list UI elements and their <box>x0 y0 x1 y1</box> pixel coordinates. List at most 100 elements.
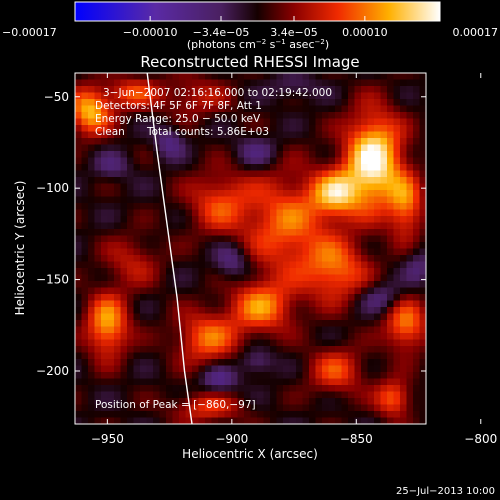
heatmap-cell <box>146 404 154 412</box>
heatmap-cell <box>400 196 408 204</box>
heatmap-cell <box>198 339 206 347</box>
heatmap-cell <box>172 203 180 211</box>
heatmap-cell <box>387 333 395 341</box>
heatmap-cell <box>81 105 89 113</box>
heatmap-cell <box>114 339 122 347</box>
heatmap-cell <box>354 287 362 295</box>
heatmap-cell <box>94 86 102 94</box>
heatmap-cell <box>224 131 232 139</box>
heatmap-cell <box>400 274 408 282</box>
heatmap-cell <box>341 157 349 165</box>
heatmap-cell <box>172 352 180 360</box>
heatmap-cell <box>218 203 226 211</box>
heatmap-cell <box>374 339 382 347</box>
heatmap-cell <box>283 99 291 107</box>
heatmap-cell <box>146 151 154 159</box>
heatmap-cell <box>107 281 115 289</box>
heatmap-cell <box>283 346 291 354</box>
heatmap-cell <box>400 73 408 81</box>
heatmap-cell <box>88 417 96 424</box>
heatmap-cell <box>88 222 96 230</box>
heatmap-cell <box>75 209 83 217</box>
heatmap-cell <box>153 372 161 380</box>
heatmap-cell <box>413 118 421 126</box>
heatmap-cell <box>393 157 401 165</box>
heatmap-cell <box>166 411 174 419</box>
heatmap-cell <box>289 268 297 276</box>
heatmap-cell <box>75 235 83 243</box>
heatmap-cell <box>244 177 252 185</box>
heatmap-cell <box>328 151 336 159</box>
heatmap-cell <box>400 398 408 406</box>
heatmap-cell <box>120 274 128 282</box>
heatmap-cell <box>205 261 213 269</box>
heatmap-cell <box>88 352 96 360</box>
heatmap-cell <box>302 320 310 328</box>
y-tick-label: −50 <box>44 90 69 104</box>
heatmap-cell <box>276 99 284 107</box>
heatmap-cell <box>276 391 284 399</box>
heatmap-cell <box>283 131 291 139</box>
heatmap-cell <box>263 196 271 204</box>
heatmap-cell <box>270 320 278 328</box>
heatmap-cell <box>257 274 265 282</box>
heatmap-cell <box>211 131 219 139</box>
heatmap-cell <box>75 261 83 269</box>
heatmap-cell <box>159 294 167 302</box>
heatmap-cell <box>107 255 115 263</box>
heatmap-cell <box>75 73 83 81</box>
heatmap-cell <box>192 352 200 360</box>
heatmap-cell <box>302 164 310 172</box>
heatmap-cell <box>341 105 349 113</box>
heatmap-cell <box>270 99 278 107</box>
heatmap-cell <box>400 131 408 139</box>
heatmap-cell <box>244 326 252 334</box>
heatmap-cell <box>322 222 330 230</box>
heatmap-cell <box>172 222 180 230</box>
heatmap-cell <box>315 170 323 178</box>
heatmap-cell <box>335 326 343 334</box>
heatmap-cell <box>101 170 109 178</box>
heatmap-cell <box>406 248 414 256</box>
date-stamp: 25−Jul−2013 10:00 <box>396 486 495 497</box>
heatmap-cell <box>348 79 356 87</box>
heatmap-cell <box>354 417 362 424</box>
heatmap-cell <box>387 248 395 256</box>
heatmap-cell <box>205 398 213 406</box>
heatmap-cell <box>289 216 297 224</box>
heatmap-cell <box>328 112 336 120</box>
heatmap-cell <box>185 359 193 367</box>
heatmap-cell <box>153 352 161 360</box>
heatmap-cell <box>322 287 330 295</box>
heatmap-cell <box>257 222 265 230</box>
heatmap-cell <box>192 105 200 113</box>
heatmap-cell <box>159 112 167 120</box>
heatmap-cell <box>81 164 89 172</box>
heatmap-cell <box>75 287 83 295</box>
heatmap-cell <box>172 183 180 191</box>
heatmap-cell <box>211 300 219 308</box>
heatmap-cell <box>257 216 265 224</box>
heatmap-cell <box>257 248 265 256</box>
heatmap-cell <box>276 164 284 172</box>
heatmap-cell <box>185 177 193 185</box>
heatmap-cell <box>413 73 421 81</box>
heatmap-cell <box>361 196 369 204</box>
heatmap-cell <box>296 138 304 146</box>
heatmap-cell <box>283 125 291 133</box>
heatmap-cell <box>354 261 362 269</box>
heatmap-cell <box>159 333 167 341</box>
heatmap-cell <box>406 222 414 230</box>
heatmap-cell <box>328 99 336 107</box>
heatmap-cell <box>88 365 96 373</box>
heatmap-cell <box>322 235 330 243</box>
heatmap-cell <box>296 417 304 424</box>
heatmap-cell <box>374 183 382 191</box>
heatmap-cell <box>309 417 317 424</box>
heatmap-cell <box>205 294 213 302</box>
heatmap-cell <box>250 307 258 315</box>
heatmap-cell <box>205 209 213 217</box>
heatmap-cell <box>250 79 258 87</box>
heatmap-cell <box>166 417 174 424</box>
heatmap-cell <box>120 170 128 178</box>
